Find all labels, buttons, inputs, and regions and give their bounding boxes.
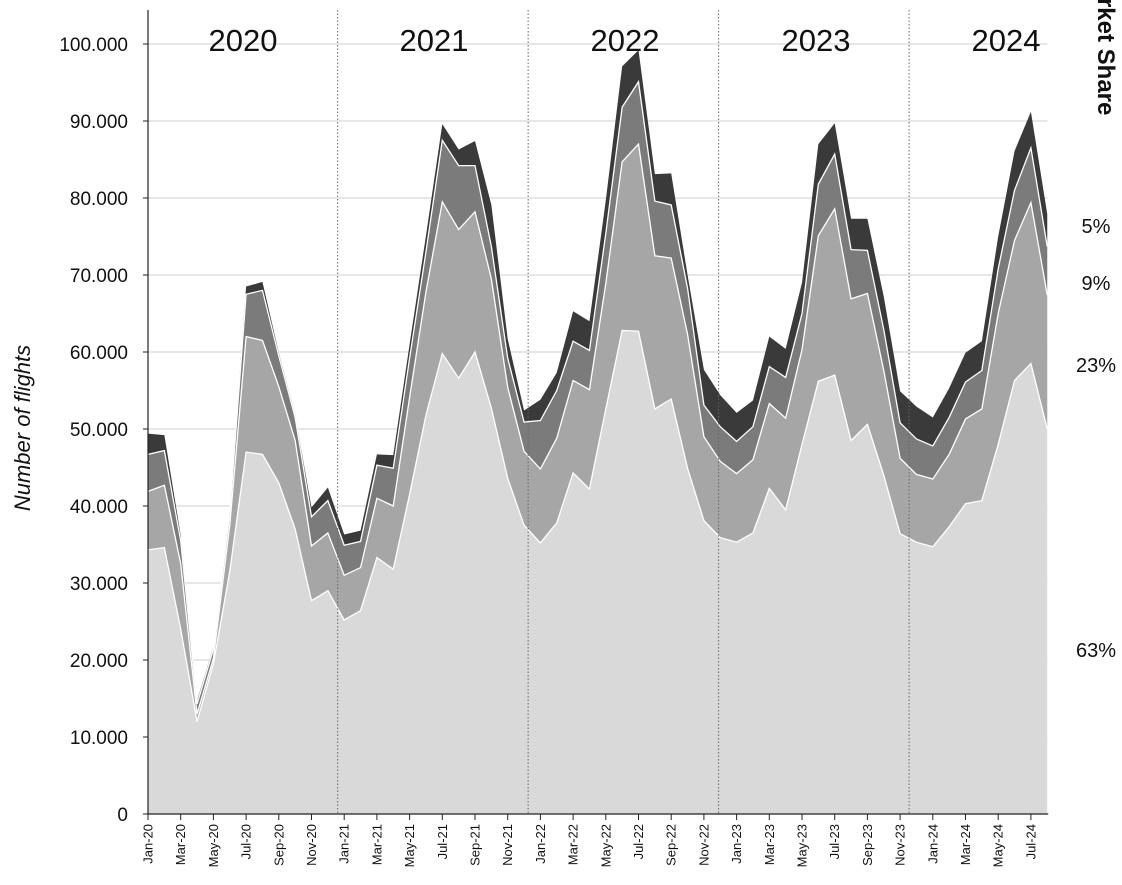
x-tick-label: Sep-20 (271, 824, 286, 866)
y-tick-label: 70.000 (70, 266, 128, 287)
x-tick-label: Nov-20 (304, 824, 319, 866)
market-share-labels: 63% 23% 9% 5% (1076, 216, 1116, 662)
y-tick-label: 50.000 (70, 420, 128, 441)
x-tick-label: Sep-23 (860, 824, 875, 866)
year-label: 2021 (400, 23, 469, 58)
y-tick-label: 40.000 (70, 497, 128, 518)
y-tick-label: 0 (117, 805, 128, 826)
year-dividers (337, 10, 910, 814)
x-tick-label: May-22 (598, 824, 613, 867)
x-tick-label: May-21 (402, 824, 417, 867)
series-boundary-1 (147, 329, 1048, 722)
x-tick-label: Jul-21 (435, 824, 450, 859)
axes (147, 10, 1049, 815)
market-share-label: 23% (1076, 355, 1116, 377)
market-share-label: 9% (1082, 273, 1111, 295)
x-tick-label: Mar-22 (566, 824, 581, 865)
x-tick-label: Jul-22 (631, 824, 646, 859)
x-tick-label: Jan-23 (729, 824, 744, 864)
x-tick-label: Jan-20 (141, 824, 156, 864)
x-tick-label: Jul-20 (239, 824, 254, 859)
year-labels: 2020 2021 2022 2023 2024 (209, 23, 1041, 58)
area-series-2 (148, 144, 1048, 722)
x-tick-label: Nov-23 (893, 824, 908, 866)
area-series-1 (148, 330, 1048, 814)
x-tick-label: Mar-23 (762, 824, 777, 865)
x-tick-label: Nov-21 (500, 824, 515, 866)
x-tick-labels: Jan-20 Mar-20 May-20 Jul-20 Sep-20 Nov-20 Jan-… (141, 814, 1038, 867)
year-label: 2024 (972, 23, 1041, 58)
x-tick-label: Sep-21 (468, 824, 483, 866)
x-tick-label: Jan-24 (925, 824, 940, 864)
x-tick-label: Nov-22 (696, 824, 711, 866)
year-label: 2020 (209, 23, 278, 58)
year-label: 2022 (591, 23, 660, 58)
year-label: 2023 (782, 23, 851, 58)
x-tick-label: May-20 (206, 824, 221, 867)
x-tick-label: Jul-24 (1023, 824, 1038, 859)
y-tick-label: 30.000 (70, 574, 128, 595)
y-tick-label: 10.000 (70, 728, 128, 749)
y-axis-label: Number of flights (10, 345, 35, 511)
series-boundary-2 (147, 142, 1048, 715)
x-tick-label: May-23 (795, 824, 810, 867)
series-boundary-3 (147, 79, 1048, 705)
x-tick-label: Jan-21 (337, 824, 352, 864)
x-tick-label: Jan-22 (533, 824, 548, 864)
x-tick-label: Sep-22 (664, 824, 679, 866)
area-series (147, 50, 1048, 814)
y-tick-label: 60.000 (70, 343, 128, 364)
y-tick-label: 90.000 (70, 112, 128, 133)
y-tick-labels: 0 10.000 20.000 30.000 40.000 50.000 60.000 70.… (59, 35, 148, 826)
x-tick-label: Mar-21 (369, 824, 384, 865)
x-tick-label: Mar-20 (173, 824, 188, 865)
y-tick-label: 100.000 (59, 35, 128, 56)
y-tick-label: 80.000 (70, 189, 128, 210)
legend-title: Market Share (1092, 0, 1119, 115)
x-tick-label: Jul-23 (827, 824, 842, 859)
x-tick-label: Mar-24 (958, 824, 973, 865)
x-tick-label: May-24 (991, 824, 1006, 867)
market-share-label: 63% (1076, 640, 1116, 662)
y-tick-label: 20.000 (70, 651, 128, 672)
market-share-label: 5% (1082, 216, 1111, 238)
